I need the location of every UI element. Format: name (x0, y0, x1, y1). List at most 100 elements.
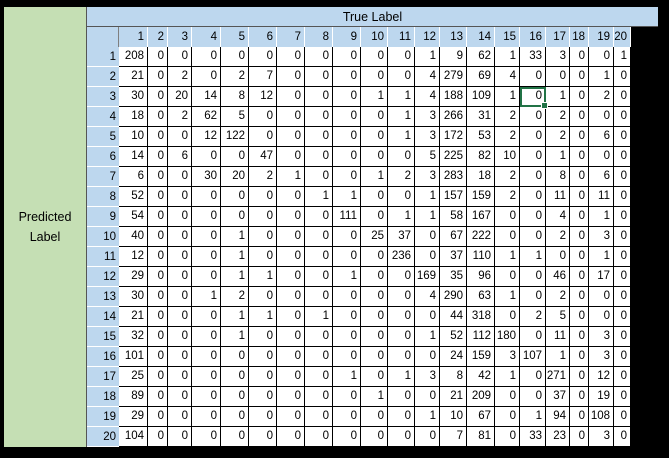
column-header-12[interactable]: 12 (415, 27, 440, 47)
matrix-cell[interactable]: 0 (305, 267, 333, 287)
matrix-cell[interactable]: 1 (388, 207, 415, 227)
matrix-cell[interactable]: 0 (249, 107, 277, 127)
matrix-cell[interactable]: 0 (333, 407, 361, 427)
matrix-cell[interactable]: 0 (415, 347, 440, 367)
matrix-cell[interactable]: 0 (495, 407, 520, 427)
matrix-cell[interactable]: 1 (221, 227, 249, 247)
matrix-cell[interactable]: 0 (495, 387, 520, 407)
matrix-cell[interactable]: 0 (305, 127, 333, 147)
matrix-cell[interactable]: 0 (570, 407, 589, 427)
matrix-cell[interactable]: 0 (520, 127, 546, 147)
matrix-cell[interactable]: 2 (520, 307, 546, 327)
matrix-cell[interactable]: 0 (305, 387, 333, 407)
matrix-cell[interactable]: 0 (305, 247, 333, 267)
matrix-cell[interactable]: 0 (495, 307, 520, 327)
matrix-cell[interactable]: 0 (388, 327, 415, 347)
matrix-cell[interactable]: 67 (467, 407, 495, 427)
matrix-cell[interactable]: 2 (495, 107, 520, 127)
matrix-cell[interactable]: 318 (467, 307, 495, 327)
matrix-cell[interactable]: 1 (415, 187, 440, 207)
matrix-cell[interactable]: 3 (589, 327, 614, 347)
matrix-cell[interactable]: 81 (467, 427, 495, 447)
matrix-cell[interactable]: 0 (148, 367, 168, 387)
matrix-cell[interactable]: 0 (614, 87, 631, 107)
matrix-cell[interactable]: 266 (440, 107, 467, 127)
matrix-cell[interactable]: 0 (249, 227, 277, 247)
matrix-cell[interactable]: 1 (546, 347, 570, 367)
matrix-cell[interactable]: 0 (520, 207, 546, 227)
matrix-cell[interactable]: 0 (277, 407, 305, 427)
matrix-cell[interactable]: 0 (192, 307, 221, 327)
matrix-cell[interactable]: 17 (589, 267, 614, 287)
matrix-cell[interactable]: 0 (388, 67, 415, 87)
matrix-cell[interactable]: 0 (570, 187, 589, 207)
matrix-cell[interactable]: 20 (168, 87, 192, 107)
matrix-cell[interactable]: 0 (520, 387, 546, 407)
matrix-cell[interactable]: 0 (570, 167, 589, 187)
matrix-cell[interactable]: 0 (168, 47, 192, 67)
column-header-1[interactable]: 1 (119, 27, 148, 47)
matrix-cell[interactable]: 0 (277, 127, 305, 147)
matrix-cell[interactable]: 0 (277, 347, 305, 367)
matrix-cell[interactable]: 21 (119, 307, 148, 327)
matrix-cell[interactable]: 0 (520, 67, 546, 87)
matrix-cell[interactable]: 0 (277, 107, 305, 127)
matrix-cell[interactable]: 110 (467, 247, 495, 267)
matrix-cell[interactable]: 0 (388, 267, 415, 287)
matrix-cell[interactable]: 0 (333, 287, 361, 307)
matrix-cell[interactable]: 0 (192, 267, 221, 287)
row-header-12[interactable]: 12 (87, 267, 119, 287)
matrix-cell[interactable]: 4 (415, 287, 440, 307)
matrix-cell[interactable]: 0 (520, 287, 546, 307)
matrix-cell[interactable]: 0 (520, 187, 546, 207)
matrix-cell[interactable]: 0 (221, 407, 249, 427)
matrix-cell[interactable]: 3 (589, 347, 614, 367)
matrix-cell[interactable]: 0 (333, 387, 361, 407)
matrix-cell[interactable]: 0 (570, 307, 589, 327)
matrix-cell[interactable]: 0 (148, 407, 168, 427)
matrix-cell[interactable]: 0 (249, 387, 277, 407)
matrix-cell[interactable]: 0 (168, 167, 192, 187)
matrix-cell[interactable]: 4 (415, 67, 440, 87)
matrix-cell[interactable]: 1 (221, 267, 249, 287)
matrix-cell[interactable]: 0 (361, 187, 388, 207)
matrix-cell[interactable]: 0 (570, 127, 589, 147)
matrix-cell[interactable]: 0 (570, 147, 589, 167)
matrix-cell[interactable]: 107 (520, 347, 546, 367)
matrix-cell[interactable]: 19 (589, 387, 614, 407)
matrix-cell[interactable]: 0 (249, 367, 277, 387)
matrix-cell[interactable]: 1 (361, 167, 388, 187)
matrix-cell[interactable]: 0 (589, 287, 614, 307)
matrix-cell[interactable]: 2 (495, 187, 520, 207)
matrix-cell[interactable]: 11 (589, 187, 614, 207)
column-header-5[interactable]: 5 (221, 27, 249, 47)
matrix-cell[interactable]: 112 (467, 327, 495, 347)
row-header-9[interactable]: 9 (87, 207, 119, 227)
row-header-16[interactable]: 16 (87, 347, 119, 367)
matrix-cell[interactable]: 159 (467, 347, 495, 367)
matrix-cell[interactable]: 1 (361, 387, 388, 407)
matrix-cell[interactable]: 0 (388, 287, 415, 307)
matrix-cell[interactable]: 0 (589, 47, 614, 67)
matrix-cell[interactable]: 11 (546, 327, 570, 347)
matrix-cell[interactable]: 24 (440, 347, 467, 367)
matrix-cell[interactable]: 1 (415, 47, 440, 67)
matrix-cell[interactable]: 0 (277, 147, 305, 167)
matrix-cell[interactable]: 0 (148, 87, 168, 107)
matrix-cell[interactable]: 0 (614, 227, 631, 247)
matrix-cell[interactable]: 0 (221, 347, 249, 367)
matrix-cell[interactable]: 0 (168, 247, 192, 267)
matrix-cell[interactable]: 0 (305, 87, 333, 107)
matrix-cell[interactable]: 108 (589, 407, 614, 427)
column-header-11[interactable]: 11 (388, 27, 415, 47)
matrix-cell[interactable]: 44 (440, 307, 467, 327)
matrix-cell[interactable]: 0 (333, 247, 361, 267)
row-header-4[interactable]: 4 (87, 107, 119, 127)
row-header-15[interactable]: 15 (87, 327, 119, 347)
matrix-cell[interactable]: 0 (277, 87, 305, 107)
matrix-cell[interactable]: 0 (388, 147, 415, 167)
matrix-cell[interactable]: 1 (305, 187, 333, 207)
matrix-cell[interactable]: 0 (305, 107, 333, 127)
matrix-cell[interactable]: 0 (361, 147, 388, 167)
matrix-cell[interactable]: 3 (415, 127, 440, 147)
